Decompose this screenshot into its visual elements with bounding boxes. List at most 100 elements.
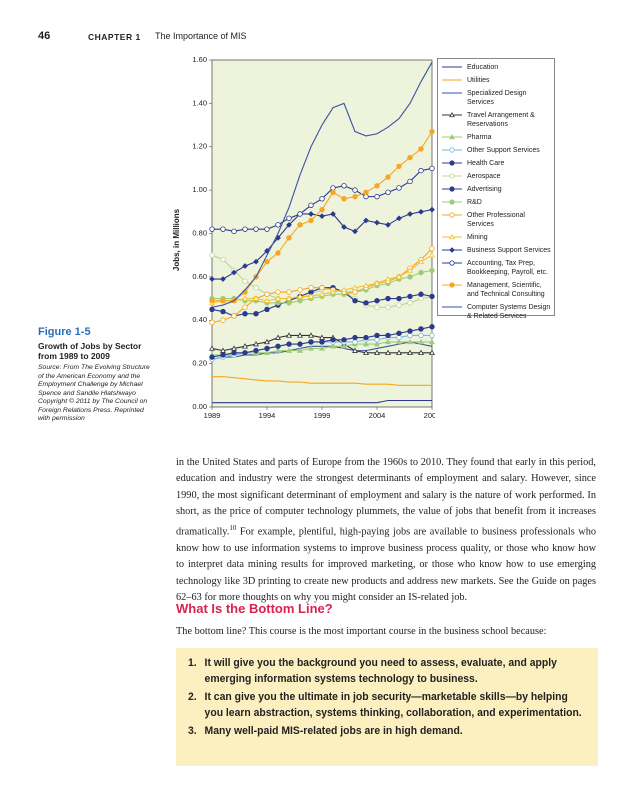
point [363,217,369,224]
point [209,276,215,282]
point [374,349,380,356]
chapter: CHAPTER 1 [88,32,141,42]
legend-label: Advertising [467,186,502,193]
point [363,300,369,306]
point [396,330,402,336]
figure-source: Source: From The Evolving Structure of t… [38,364,150,422]
legend-swatch [442,233,462,240]
point [264,306,270,313]
figure-title: Growth of Jobs by Sector from 1989 to 20… [38,341,142,361]
point [275,347,281,353]
legend-item: Other Professional Services [441,211,551,229]
legend-item: Management, Scientific, and Technical Co… [441,281,551,299]
point [385,275,391,282]
point [330,185,336,191]
legend-item: Health Care [441,159,551,168]
point [449,212,455,218]
list-item: 3. Many well-paid MIS-related jobs are in… [188,724,584,740]
y-tick-label: 0.20 [192,359,207,368]
point [286,221,292,228]
point [253,258,259,265]
y-tick-label: 0.00 [192,402,207,411]
point [429,293,435,300]
point [330,288,336,295]
point [264,297,270,303]
point [407,328,413,334]
point [264,345,270,352]
y-tick-label: 0.80 [192,228,207,237]
point [330,337,336,343]
point [407,349,413,356]
point [352,228,358,235]
point [275,250,281,256]
legend-item: Advertising [441,185,551,194]
point [286,347,292,353]
legend: Education Utilities Specialized Design Ser… [437,58,555,320]
point [418,295,424,302]
legend-swatch [442,133,462,140]
line [212,376,432,386]
legend-label: Accounting, Tax Prep, Bookkeeping, Payro… [467,260,548,276]
series [209,206,435,282]
legend-item: Business Support Services [441,246,551,255]
page-number: 46 [38,30,51,42]
legend-label: Other Support Services [467,147,540,154]
legend-label: Computer Systems Design & Related Servic… [467,304,551,320]
point [418,326,424,332]
point [308,217,314,224]
series [209,324,435,360]
point [352,284,358,290]
point [385,221,391,228]
point [286,300,292,306]
point [396,349,402,356]
point [385,338,391,345]
point [209,319,215,326]
point [275,222,281,228]
legend-swatch [442,160,462,166]
point [297,287,303,293]
figure-label: Figure 1-5 [38,326,91,338]
y-tick-label: 0.40 [192,315,207,324]
point [385,295,391,302]
point [319,339,325,345]
point [429,128,435,135]
point [449,111,455,118]
legend-item: Computer Systems Design & Related Servic… [441,303,551,321]
point [209,306,215,313]
point [341,224,347,230]
point [209,226,215,232]
point [286,332,292,338]
point [396,273,402,280]
legend-item: Travel Arrangement & Reservations [441,111,551,129]
point [407,332,413,339]
point [308,285,314,291]
y-tick-label: 0.60 [192,272,207,281]
point [341,286,347,293]
legend-label: Education [467,64,499,71]
point [396,302,402,308]
point [363,189,369,195]
point [449,160,455,166]
point [396,185,402,191]
point [253,285,259,291]
point [319,285,325,291]
legend-item: Mining [441,233,551,242]
point [352,298,358,304]
point [242,304,248,310]
point [209,345,215,351]
point [319,291,325,297]
x-tick-label: 1989 [204,411,221,420]
point [385,332,391,339]
legend-item: Other Support Services [441,146,551,155]
list: 1. It will give you the background you ne… [188,656,618,743]
list-text: It can give you the ultimate in job secu… [204,691,582,719]
point [330,343,336,349]
x-tick-label: 1994 [259,411,276,420]
point [363,340,369,347]
point [253,340,259,347]
point [429,245,435,252]
legend-swatch [442,282,462,288]
point [264,291,270,297]
point [264,338,270,345]
paragraph: The bottom line? This course is the most… [176,626,547,637]
